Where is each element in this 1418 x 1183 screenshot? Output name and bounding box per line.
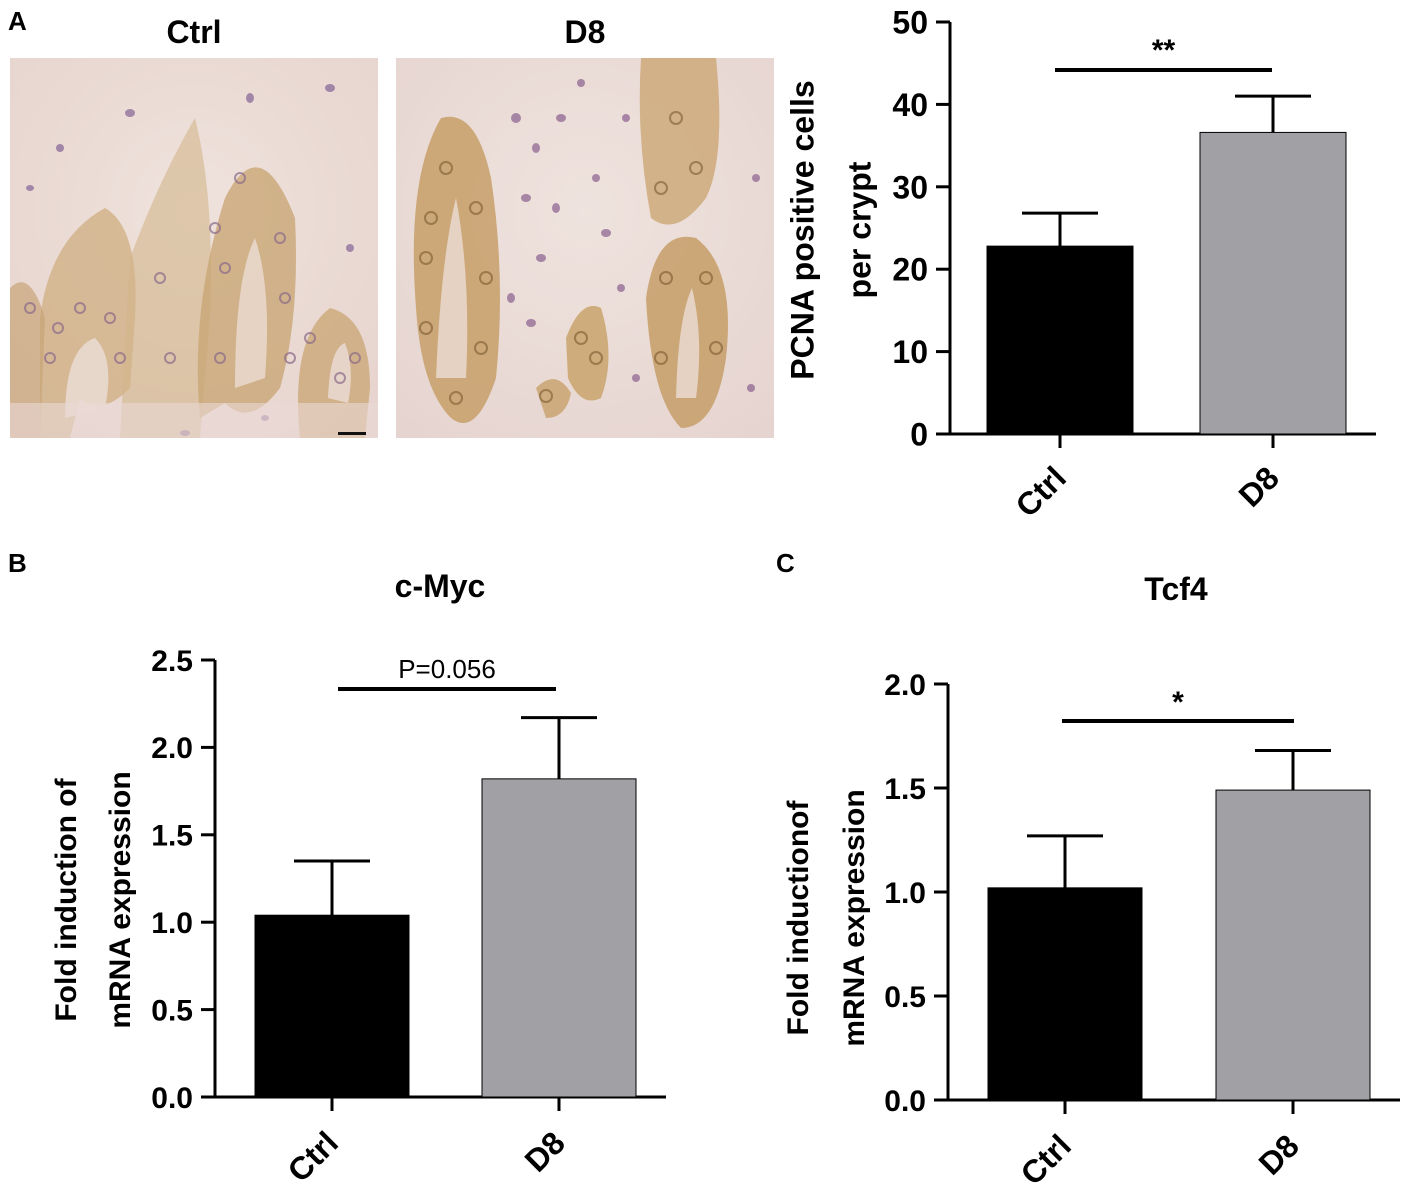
chart-0-x-label: Ctrl [1009,459,1073,523]
chart-1-x-label: D8 [518,1124,572,1178]
chart-1-y-tick-label: 2.0 [151,732,193,765]
chart-0-y-tick-label: 30 [892,169,928,205]
chart-2-y-tick-label: 1.5 [884,773,926,806]
chart-1-y-label-line: mRNA expression [104,771,137,1028]
chart-0-bar-d8 [1199,131,1347,435]
chart-2-x-label: Ctrl [1014,1127,1078,1183]
chart-2-y-tick-label: 0.0 [884,1085,926,1118]
chart-2-significance-label: * [1172,686,1184,719]
chart-1-significance-label: P=0.056 [398,654,496,684]
micrograph-ctrl-image [10,58,378,438]
chart-1-title: c-Myc [395,568,486,604]
chart-2-y-tick-label: 1.0 [884,877,926,910]
chart-1-y-label-line: Fold induction of [50,777,83,1021]
chart-0-y-tick-label: 50 [892,5,928,41]
chart-1-y-tick-label: 1.5 [151,820,193,853]
chart-2-x-label: D8 [1252,1127,1306,1181]
chart-2-bar-ctrl [987,887,1143,1101]
chart-1-bar-d8 [481,778,637,1098]
chart-0-y-tick-label: 20 [892,252,928,288]
panel-letter-a: A [8,6,27,36]
chart-0-significance-label: ** [1152,34,1176,67]
chart-2-y-label-line: Fold inductionof [782,800,815,1036]
chart-2-y-tick-label: 0.5 [884,981,926,1014]
chart-0-y-tick-label: 40 [892,87,928,123]
chart-1-bar-ctrl [254,914,410,1098]
panel-letter-c: C [776,548,795,578]
chart-1-y-tick-label: 0.5 [151,994,193,1027]
micrograph-d8-image [396,58,774,438]
chart-2-y-label-line: mRNA expression [838,789,871,1046]
micrograph-d8-label: D8 [564,14,606,50]
chart-1-y-tick-label: 1.0 [151,907,193,940]
chart-2-bar-d8 [1215,789,1371,1101]
chart-1-x-label: Ctrl [281,1124,345,1183]
chart-1-y-tick-label: 0.0 [151,1082,193,1115]
chart-0-y-tick-label: 10 [892,334,928,370]
chart-2-title: Tcf4 [1144,571,1208,607]
micrograph-ctrl-label: Ctrl [166,14,222,50]
chart-0-y-label-line: PCNA positive cells [784,80,820,379]
chart-2-y-tick-label: 2.0 [884,669,926,702]
chart-0-bar-ctrl [986,245,1134,435]
panel-letter-b: B [8,548,27,578]
chart-0-y-label-line: per crypt [841,161,877,298]
chart-1-y-tick-label: 2.5 [151,645,193,678]
chart-0-x-label: D8 [1232,459,1286,513]
chart-0-y-tick-label: 0 [910,417,928,453]
